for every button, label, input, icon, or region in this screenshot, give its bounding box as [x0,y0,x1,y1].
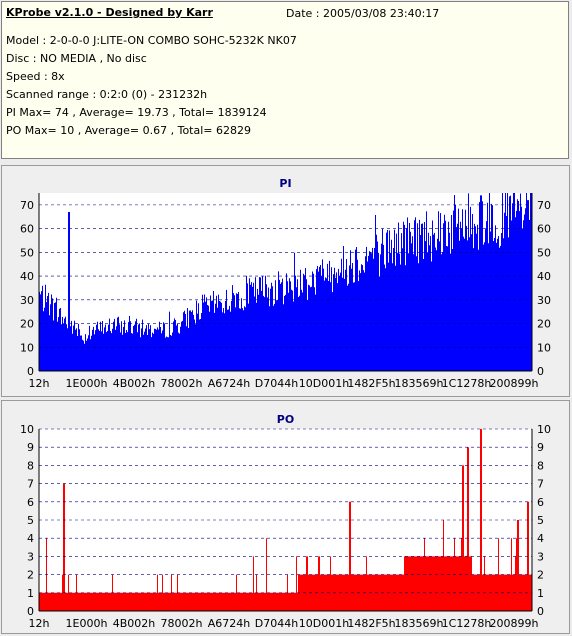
y-tick-label-left: 1 [27,587,34,600]
x-tick-label: 10D001h [299,617,349,630]
y-tick-label-right: 6 [537,496,544,509]
y-tick-label-left: 10 [20,341,34,354]
x-tick-label: 183569h [395,377,444,390]
app-title: KProbe v2.1.0 - Designed by Karr [6,6,213,19]
x-tick-label: D7044h [255,377,298,390]
x-tick-label: 200899h [490,617,539,630]
y-tick-label-left: 40 [20,270,34,283]
x-tick-label: 78002h [161,377,203,390]
y-tick-label-right: 10 [537,423,551,436]
y-tick-label-right: 3 [537,550,544,563]
info-po-stats: PO Max= 10 , Average= 0.67 , Total= 6282… [6,124,251,137]
x-tick-label: A6724h [208,617,251,630]
y-tick-label-left: 9 [27,441,34,454]
y-tick-label-right: 4 [537,532,544,545]
x-tick-label: 1482F5h [347,377,395,390]
info-model: Model : 2-0-0-0 J:LITE-ON COMBO SOHC-523… [6,34,297,47]
y-tick-label-left: 4 [27,532,34,545]
y-tick-label-right: 30 [537,294,551,307]
x-tick-label: 10D001h [299,377,349,390]
y-tick-label-left: 0 [27,605,34,618]
y-tick-label-right: 5 [537,514,544,527]
x-tick-label: 12h [29,617,50,630]
x-tick-label: 1E000h [66,377,108,390]
pi-chart-panel: PI 0 0 10 10 20 20 30 30 40 40 50 50 60 60 70 70 12h 1E000… [1,165,570,397]
y-tick-label-right: 50 [537,246,551,259]
x-tick-label: 1E000h [66,617,108,630]
x-tick-label: A6724h [208,377,251,390]
po-chart: PO 0 0 1 1 2 2 3 3 4 4 5 5 6 6 7 7 8 8 9 9 10 10 12h 1E000h 4B002… [20,413,551,630]
y-tick-label-left: 60 [20,223,34,236]
x-tick-label: 4B002h [113,377,156,390]
x-tick-label: 183569h [395,617,444,630]
x-tick-label: 12h [29,377,50,390]
y-tick-label-left: 0 [27,365,34,378]
y-tick-label-left: 10 [20,423,34,436]
y-tick-label-right: 70 [537,199,551,212]
y-tick-label-left: 3 [27,550,34,563]
x-tick-label: 1482F5h [347,617,395,630]
y-tick-label-left: 2 [27,569,34,582]
y-tick-label-right: 20 [537,318,551,331]
info-scanned-range: Scanned range : 0:2:0 (0) - 231232h [6,88,208,101]
info-speed: Speed : 8x [6,70,65,83]
y-tick-label-right: 7 [537,478,544,491]
y-tick-label-right: 0 [537,605,544,618]
y-tick-label-right: 9 [537,441,544,454]
scan-date: Date : 2005/03/08 23:40:17 [286,7,440,20]
y-tick-label-left: 70 [20,199,34,212]
y-tick-label-left: 20 [20,318,34,331]
chart-title: PI [279,177,291,190]
pi-chart: PI 0 0 10 10 20 20 30 30 40 40 50 50 60 60 70 70 12h 1E000… [20,177,551,390]
y-tick-label-left: 6 [27,496,34,509]
x-tick-label: D7044h [255,617,298,630]
y-tick-label-right: 40 [537,270,551,283]
y-tick-label-right: 10 [537,341,551,354]
x-tick-label: 1C1278h [442,377,492,390]
x-tick-label: 4B002h [113,617,156,630]
y-tick-label-left: 30 [20,294,34,307]
y-tick-label-right: 8 [537,459,544,472]
y-tick-label-right: 2 [537,569,544,582]
y-tick-label-left: 8 [27,459,34,472]
info-disc: Disc : NO MEDIA , No disc [6,52,147,65]
y-tick-label-left: 7 [27,478,34,491]
y-tick-label-right: 60 [537,223,551,236]
x-tick-label: 1C1278h [442,617,492,630]
y-tick-label-right: 1 [537,587,544,600]
y-tick-label-left: 50 [20,246,34,259]
x-tick-label: 200899h [490,377,539,390]
chart-title: PO [277,413,294,426]
info-pi-stats: PI Max= 74 , Average= 19.73 , Total= 183… [6,106,267,119]
y-tick-label-right: 0 [537,365,544,378]
y-tick-label-left: 5 [27,514,34,527]
x-tick-label: 78002h [161,617,203,630]
po-chart-panel: PO 0 0 1 1 2 2 3 3 4 4 5 5 6 6 7 7 8 8 9 9 10 10 12h 1E000h 4B002… [1,400,570,634]
info-panel: KProbe v2.1.0 - Designed by Karr Date : … [1,1,569,159]
